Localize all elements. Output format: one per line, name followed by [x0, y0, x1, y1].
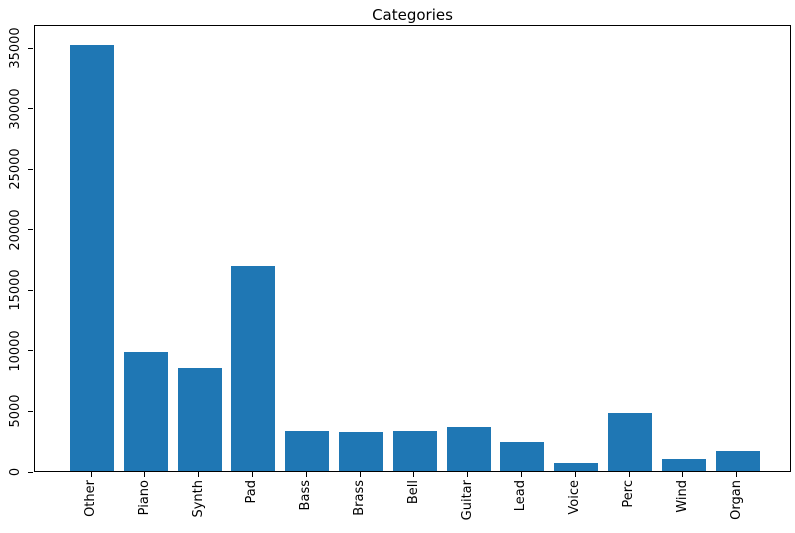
bar-guitar	[446, 426, 491, 471]
x-tick-mark	[413, 472, 415, 477]
y-tick-label: 15000	[8, 269, 23, 311]
x-tick-mark	[574, 472, 576, 477]
x-tick-mark	[682, 472, 684, 477]
bar-brass	[339, 432, 383, 471]
y-tick-mark	[28, 471, 33, 473]
x-tick-mark	[305, 472, 307, 477]
y-tick-mark	[28, 108, 33, 110]
x-tick-label: Piano	[136, 480, 152, 516]
x-tick-label: Brass	[352, 480, 367, 516]
bar-bass	[285, 430, 330, 471]
x-tick-label: Voice	[567, 480, 583, 515]
x-tick-label: Perc	[621, 480, 636, 508]
x-tick-label: Synth	[190, 480, 206, 518]
bar-piano	[123, 352, 168, 471]
bar-wind	[661, 458, 706, 471]
y-tick-label: 5000	[8, 394, 23, 428]
x-tick-mark	[251, 472, 253, 477]
x-tick-mark	[520, 472, 522, 477]
plot-area	[34, 25, 791, 472]
x-tick-label: Bass	[298, 480, 314, 511]
bar-lead	[500, 442, 545, 471]
bar-other	[70, 44, 114, 471]
y-tick-mark	[28, 229, 33, 231]
chart-title: Categories	[372, 6, 453, 24]
x-tick-mark	[198, 472, 200, 477]
bar-perc	[608, 412, 652, 471]
bar-voice	[554, 463, 599, 471]
y-tick-mark	[28, 168, 33, 170]
x-tick-label: Lead	[513, 480, 529, 512]
y-tick-mark	[28, 289, 33, 291]
x-tick-mark	[90, 472, 92, 477]
x-tick-mark	[359, 472, 361, 477]
x-tick-label: Bell	[405, 480, 421, 505]
bar-bell	[392, 430, 437, 471]
y-tick-label: 20000	[8, 209, 23, 251]
y-tick-mark	[28, 47, 33, 49]
x-tick-label: Other	[83, 480, 98, 517]
x-tick-label: Guitar	[459, 480, 475, 521]
y-tick-mark	[28, 350, 33, 352]
x-tick-mark	[628, 472, 630, 477]
y-tick-label: 30000	[8, 87, 23, 130]
y-tick-label: 10000	[8, 330, 23, 372]
bar-pad	[231, 265, 276, 471]
bar-synth	[177, 368, 222, 471]
y-tick-label: 35000	[8, 27, 23, 69]
x-tick-mark	[467, 472, 469, 477]
y-tick-label: 25000	[8, 148, 23, 190]
bar-organ	[715, 451, 760, 471]
y-tick-label: 0	[8, 467, 23, 477]
x-tick-label: Wind	[674, 480, 690, 513]
x-tick-label: Organ	[728, 480, 744, 520]
y-tick-mark	[28, 410, 33, 412]
x-tick-mark	[736, 472, 738, 477]
x-tick-mark	[144, 472, 146, 477]
x-tick-label: Pad	[244, 480, 260, 504]
